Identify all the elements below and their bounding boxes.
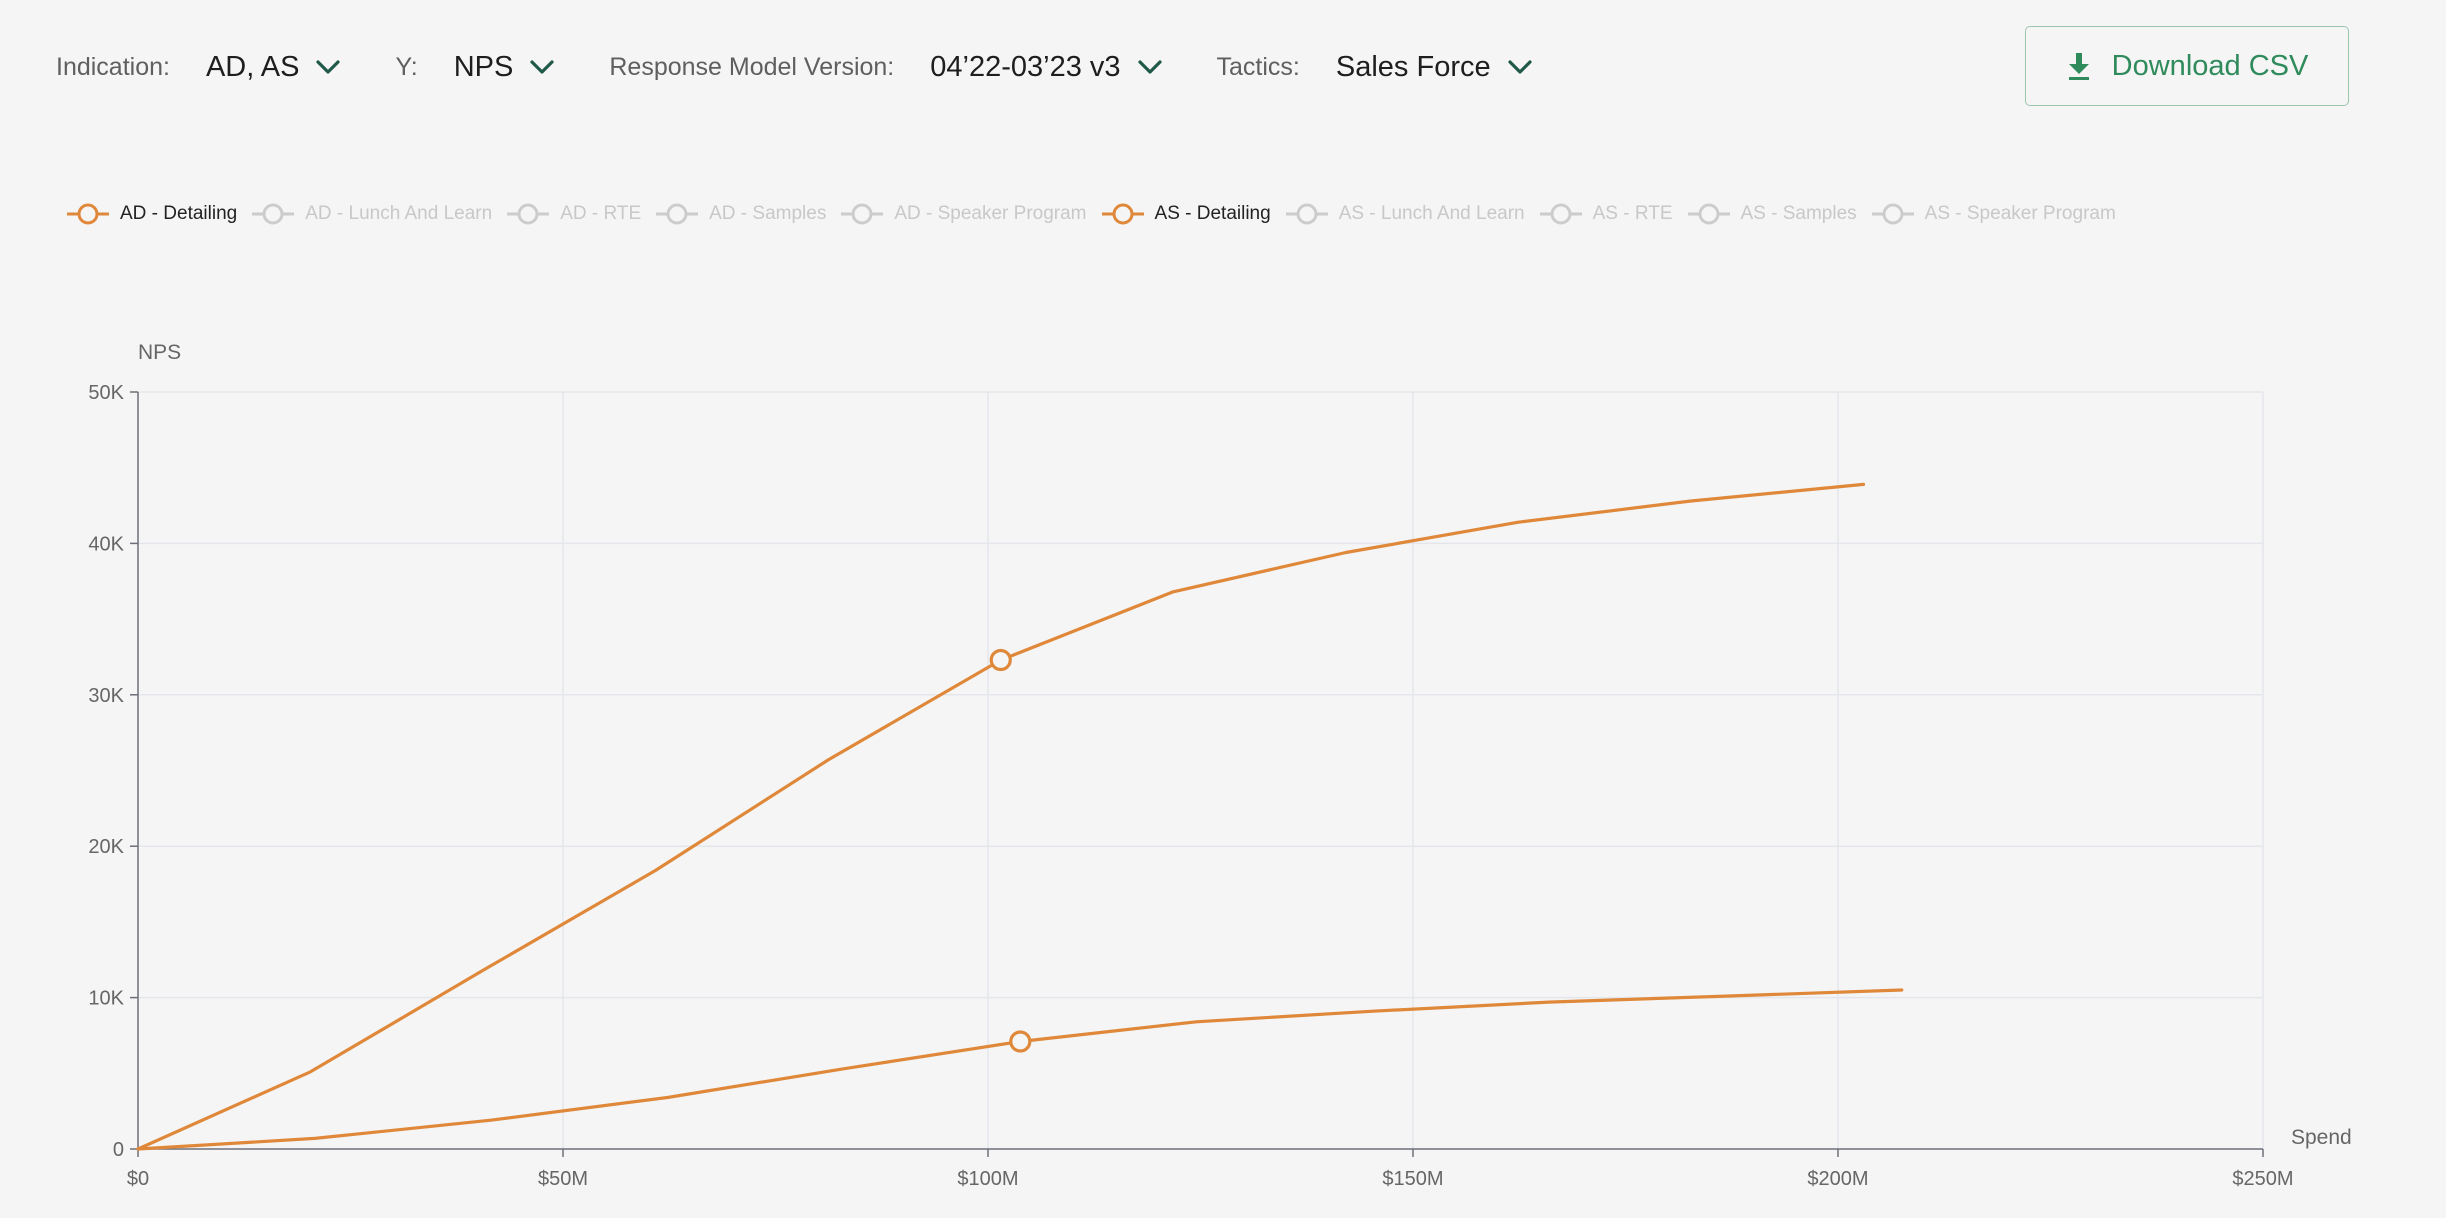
legend-item[interactable]: AD - Lunch And Learn bbox=[251, 199, 492, 229]
response-model-value: 04’22-03’23 v3 bbox=[930, 50, 1121, 83]
series-marker[interactable] bbox=[989, 648, 1012, 672]
x-axis-title: Spend bbox=[2291, 1126, 2352, 1149]
response-model-label: Response Model Version: bbox=[609, 52, 895, 81]
legend-item[interactable]: AD - RTE bbox=[506, 199, 641, 229]
legend-item[interactable]: AS - Detailing bbox=[1101, 199, 1271, 229]
legend-marker-icon bbox=[1285, 203, 1328, 225]
chevron-down-icon bbox=[1137, 60, 1162, 74]
legend-marker-icon bbox=[656, 203, 699, 225]
legend-marker-icon bbox=[67, 203, 109, 225]
legend-item[interactable]: AS - Samples bbox=[1687, 199, 1857, 229]
legend-label: AD - Speaker Program bbox=[894, 203, 1087, 224]
legend-item[interactable]: AD - Detailing bbox=[66, 199, 237, 229]
y-label: Y: bbox=[395, 52, 418, 81]
line-chart: 0 10K 20K 30K 40K 50K $0 $50M $100M $150M $200M $25… bbox=[88, 341, 2352, 1190]
y-tick-label: 10K bbox=[88, 988, 124, 1010]
x-tick-label: $0 bbox=[127, 1168, 149, 1190]
x-tick-label: $150M bbox=[1382, 1168, 1443, 1190]
y-tick-label: 20K bbox=[88, 836, 124, 858]
chevron-down-icon bbox=[316, 60, 341, 74]
y-tick-label: 30K bbox=[88, 685, 124, 707]
chevron-down-icon bbox=[530, 60, 554, 74]
y-tick-label: 0 bbox=[113, 1139, 124, 1161]
indication-filter: Indication: AD, AS bbox=[56, 51, 341, 84]
legend-label: AS - Speaker Program bbox=[1924, 203, 2116, 224]
series-line bbox=[136, 482, 1866, 1151]
legend-item[interactable]: AS - Speaker Program bbox=[1871, 199, 2116, 229]
filter-bar: Indication: AD, AS Y: NPS Response Model… bbox=[56, 26, 1587, 108]
download-csv-button[interactable]: Download CSV bbox=[2025, 26, 2349, 106]
download-csv-label: Download CSV bbox=[2111, 49, 2309, 82]
tactics-value: Sales Force bbox=[1335, 50, 1491, 83]
x-tick-label: $250M bbox=[2232, 1168, 2293, 1190]
legend-label: AS - RTE bbox=[1592, 203, 1673, 224]
legend-label: AD - Samples bbox=[709, 203, 827, 224]
download-icon bbox=[2068, 53, 2089, 80]
chart-legend: AD - Detailing AD - Lunch And Learn AD - R… bbox=[66, 196, 2130, 232]
legend-marker-icon bbox=[1539, 203, 1582, 225]
legend-label: AD - Detailing bbox=[120, 203, 238, 224]
y-tick-label: 50K bbox=[88, 382, 124, 404]
indication-value: AD, AS bbox=[205, 50, 300, 83]
legend-marker-icon bbox=[252, 203, 295, 225]
legend-marker-icon bbox=[1687, 203, 1730, 225]
legend-item[interactable]: AS - Lunch And Learn bbox=[1285, 199, 1525, 229]
y-value: NPS bbox=[453, 50, 514, 83]
y-select[interactable]: NPS bbox=[454, 51, 556, 84]
legend-label: AS - Samples bbox=[1740, 203, 1857, 224]
legend-item[interactable]: AD - Speaker Program bbox=[840, 199, 1087, 229]
legend-marker-icon bbox=[841, 203, 884, 225]
legend-label: AD - Lunch And Learn bbox=[305, 203, 493, 224]
x-tick-label: $50M bbox=[538, 1168, 588, 1190]
tactics-filter: Tactics: Sales Force bbox=[1217, 51, 1533, 84]
x-tick-label: $100M bbox=[957, 1168, 1018, 1190]
indication-label: Indication: bbox=[56, 52, 170, 81]
grid bbox=[138, 391, 2264, 1149]
legend-item[interactable]: AD - Samples bbox=[655, 199, 826, 229]
series-marker[interactable] bbox=[1009, 1030, 1032, 1053]
response-model-filter: Response Model Version: 04’22-03’23 v3 bbox=[609, 51, 1162, 84]
y-tick-label: 40K bbox=[88, 533, 124, 555]
legend-label: AD - RTE bbox=[560, 203, 642, 224]
indication-select[interactable]: AD, AS bbox=[206, 51, 342, 84]
response-model-select[interactable]: 04’22-03’23 v3 bbox=[930, 51, 1162, 84]
legend-marker-icon bbox=[1871, 203, 1914, 225]
legend-marker-icon bbox=[1101, 203, 1144, 225]
x-tick-label: $200M bbox=[1807, 1168, 1868, 1190]
y-filter: Y: NPS bbox=[395, 51, 555, 84]
series-line bbox=[136, 988, 1904, 1151]
chevron-down-icon bbox=[1508, 60, 1532, 74]
legend-marker-icon bbox=[507, 203, 550, 225]
y-axis-title: NPS bbox=[138, 341, 181, 364]
legend-label: AS - Detailing bbox=[1154, 203, 1271, 224]
legend-item[interactable]: AS - RTE bbox=[1539, 199, 1673, 229]
legend-label: AS - Lunch And Learn bbox=[1338, 203, 1525, 224]
tactics-label: Tactics: bbox=[1216, 52, 1300, 81]
tactics-select[interactable]: Sales Force bbox=[1336, 51, 1533, 84]
